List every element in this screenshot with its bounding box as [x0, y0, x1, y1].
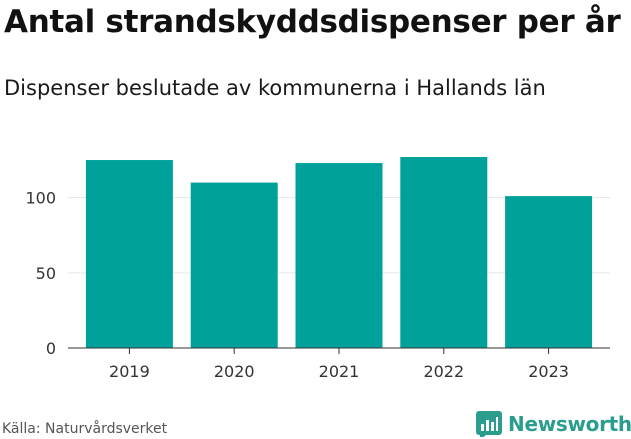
bar-2022	[400, 157, 488, 348]
x-tick-label: 2020	[214, 362, 255, 381]
y-tick-label: 0	[46, 339, 56, 358]
y-axis-ticks: 0 50 100	[25, 189, 56, 358]
x-tick-label: 2023	[528, 362, 569, 381]
y-tick-label: 100	[25, 189, 56, 208]
x-tick-label: 2021	[319, 362, 360, 381]
bar-chart-logo-icon	[476, 411, 502, 437]
bar-chart: 0 50 100 2019 2020 2021 2022 2023	[25, 157, 610, 381]
bars	[85, 157, 593, 348]
bar-2020	[190, 182, 278, 348]
y-tick-label: 50	[36, 264, 56, 283]
chart-title: Antal strandskyddsdispenser per år	[4, 4, 621, 40]
x-tick-label: 2019	[109, 362, 150, 381]
source-note: Källa: Naturvårdsverket	[2, 421, 168, 437]
bar-2019	[85, 160, 173, 348]
bar-2023	[505, 196, 593, 348]
chart-subtitle: Dispenser beslutade av kommunerna i Hall…	[4, 76, 546, 100]
x-tick-label: 2022	[423, 362, 464, 381]
bar-2021	[295, 163, 383, 348]
brand-name: Newsworthy	[508, 412, 631, 436]
brand-logo: Newsworthy	[476, 409, 631, 439]
x-axis-ticks: 2019 2020 2021 2022 2023	[109, 348, 569, 381]
